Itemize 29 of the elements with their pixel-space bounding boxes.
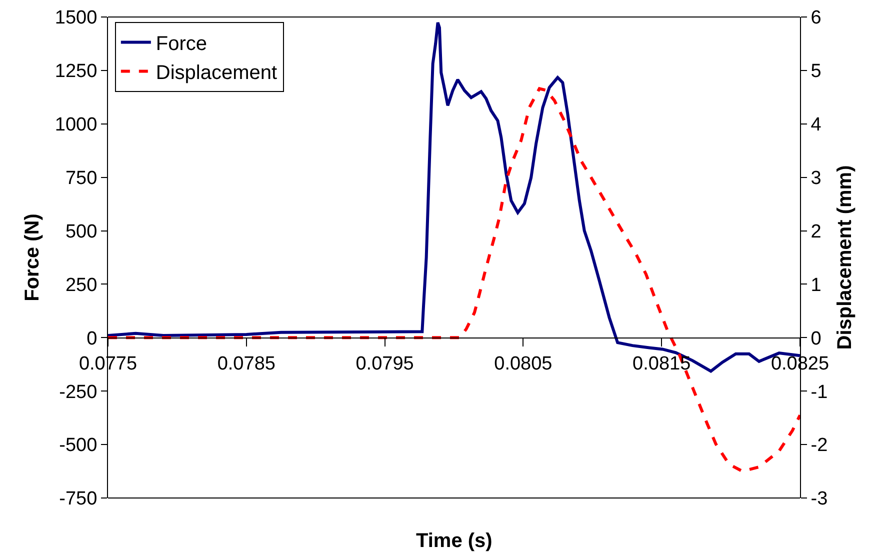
y2-tick-label: -1 bbox=[810, 382, 828, 403]
y-tick-label: -750 bbox=[59, 488, 98, 510]
x-tick-label: 0.0805 bbox=[494, 353, 552, 374]
x-tick-label: 0.0815 bbox=[632, 353, 691, 374]
y-tick-label: 500 bbox=[65, 221, 98, 242]
y-tick-label: 1000 bbox=[54, 114, 98, 136]
y2-tick-label: 6 bbox=[810, 8, 822, 29]
y-tick-label: -500 bbox=[59, 435, 98, 456]
legend-label: Force bbox=[156, 33, 208, 56]
y2-tick-label: 4 bbox=[810, 114, 822, 136]
y2-axis-title: Displacement (mm) bbox=[834, 165, 856, 350]
legend-label: Displacement bbox=[156, 62, 278, 84]
x-axis-title: Time (s) bbox=[416, 530, 492, 552]
y2-tick-label: -3 bbox=[810, 488, 828, 510]
y-tick-label: 250 bbox=[65, 274, 98, 296]
y-tick-label: 1250 bbox=[54, 61, 98, 82]
y2-tick-label: 0 bbox=[810, 328, 822, 350]
y2-tick-label: -2 bbox=[810, 435, 828, 456]
y-axis-title: Force (N) bbox=[21, 214, 44, 302]
y2-tick-label: 2 bbox=[810, 221, 822, 242]
y2-tick-label: 5 bbox=[810, 61, 822, 82]
y-tick-label: 1500 bbox=[54, 8, 98, 29]
x-tick-label: 0.0785 bbox=[217, 353, 276, 374]
y2-tick-label: 3 bbox=[810, 168, 822, 189]
y-tick-label: 750 bbox=[65, 168, 98, 189]
y-tick-label: 0 bbox=[86, 328, 98, 350]
y2-tick-label: 1 bbox=[810, 274, 822, 296]
y-tick-label: -250 bbox=[59, 382, 98, 403]
x-tick-label: 0.0795 bbox=[356, 353, 414, 374]
